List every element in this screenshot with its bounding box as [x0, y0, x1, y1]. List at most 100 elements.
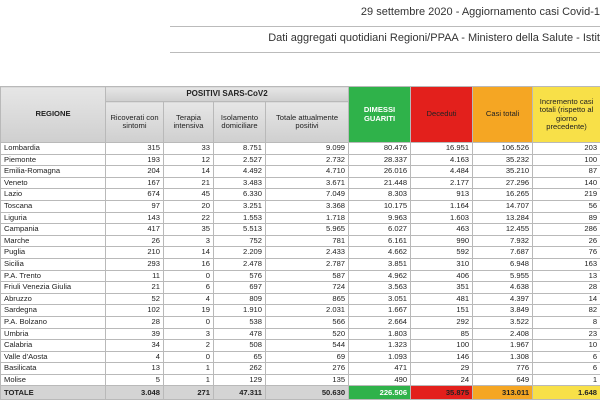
region-cell: Abruzzo: [0, 292, 106, 306]
region-cell: Umbria: [0, 327, 106, 341]
value-cell: 13: [532, 269, 600, 283]
value-cell: 271: [163, 385, 214, 401]
value-cell: 50.630: [264, 385, 350, 401]
value-cell: 20: [163, 199, 214, 213]
region-cell: Emilia-Romagna: [0, 165, 106, 178]
value-cell: 28: [532, 281, 600, 294]
value-cell: 2: [163, 339, 214, 352]
value-cell: 310: [410, 257, 474, 271]
value-cell: 4.163: [410, 153, 474, 167]
value-cell: 29: [410, 362, 474, 375]
table-row: P.A. Trento 11 0 576 587 4.962 406 5.955 13: [0, 269, 600, 283]
value-cell: 140: [532, 176, 600, 190]
covid-table: REGIONE POSITIVI SARS-CoV2 DIMESSI GUARI…: [0, 86, 600, 401]
value-cell: 69: [264, 350, 350, 364]
table-row: Sardegna 102 19 1.910 2.031 1.667 151 3.849 82: [0, 304, 600, 317]
value-cell: 5: [105, 373, 164, 387]
column-header: Ricoverati con sintomi: [105, 101, 164, 143]
value-cell: 587: [264, 269, 350, 283]
value-cell: 2.787: [264, 257, 350, 271]
value-cell: 315: [105, 142, 164, 155]
divider: [170, 26, 600, 27]
value-cell: 21: [105, 281, 164, 294]
value-cell: 471: [348, 362, 412, 375]
value-cell: 14: [532, 292, 600, 306]
value-cell: 39: [105, 327, 164, 341]
region-cell: Campania: [0, 223, 106, 236]
region-cell: Marche: [0, 234, 106, 248]
value-cell: 4.492: [213, 165, 266, 178]
page-subtitle: Dati aggregati quotidiani Regioni/PPAA -…: [268, 32, 600, 44]
table-row: Puglia 210 14 2.209 2.433 4.662 592 7.687 76: [0, 246, 600, 259]
value-cell: 2.031: [264, 304, 350, 317]
table-row: Lombardia 315 33 8.751 9.099 80.476 16.951 106.…: [0, 142, 600, 155]
value-cell: 3.849: [472, 304, 534, 317]
value-cell: 12: [163, 153, 214, 167]
value-cell: 1.603: [410, 211, 474, 225]
column-header: DIMESSI GUARITI: [348, 86, 412, 143]
value-cell: 649: [472, 373, 534, 387]
value-cell: 13.284: [472, 211, 534, 225]
value-cell: 3.671: [264, 176, 350, 190]
value-cell: 2.433: [264, 246, 350, 259]
value-cell: 102: [105, 304, 164, 317]
value-cell: 809: [213, 292, 266, 306]
value-cell: 351: [410, 281, 474, 294]
value-cell: 6.948: [472, 257, 534, 271]
value-cell: 34: [105, 339, 164, 352]
value-cell: 7.049: [264, 188, 350, 201]
value-cell: 204: [105, 165, 164, 178]
value-cell: 2.478: [213, 257, 266, 271]
table-row: Toscana 97 20 3.251 3.368 10.175 1.164 14.707 56: [0, 199, 600, 213]
value-cell: 3.048: [105, 385, 164, 401]
value-cell: 313.011: [472, 385, 534, 401]
value-cell: 1.667: [348, 304, 412, 317]
column-header: REGIONE: [0, 86, 106, 143]
value-cell: 26.016: [348, 165, 412, 178]
region-cell: P.A. Bolzano: [0, 315, 106, 329]
value-cell: 226.506: [348, 385, 412, 401]
value-cell: 5.513: [213, 223, 266, 236]
value-cell: 478: [213, 327, 266, 341]
value-cell: 913: [410, 188, 474, 201]
value-cell: 3.522: [472, 315, 534, 329]
value-cell: 76: [532, 246, 600, 259]
value-cell: 6: [163, 281, 214, 294]
value-cell: 56: [532, 199, 600, 213]
value-cell: 0: [163, 269, 214, 283]
column-header: Isolamento domiciliare: [213, 101, 266, 143]
value-cell: 45: [163, 188, 214, 201]
value-cell: 5.965: [264, 223, 350, 236]
value-cell: 262: [213, 362, 266, 375]
value-cell: 65: [213, 350, 266, 364]
value-cell: 752: [213, 234, 266, 248]
value-cell: 35.232: [472, 153, 534, 167]
value-cell: 292: [410, 315, 474, 329]
column-header: Deceduti: [410, 86, 474, 143]
value-cell: 697: [213, 281, 266, 294]
value-cell: 7.687: [472, 246, 534, 259]
value-cell: 80.476: [348, 142, 412, 155]
value-cell: 82: [532, 304, 600, 317]
table-row: Sicilia 293 16 2.478 2.787 3.851 310 6.948 163: [0, 257, 600, 271]
value-cell: 129: [213, 373, 266, 387]
value-cell: 10.175: [348, 199, 412, 213]
value-cell: 1.648: [532, 385, 600, 401]
value-cell: 9.963: [348, 211, 412, 225]
region-cell: Piemonte: [0, 153, 106, 167]
table-row: Basilicata 13 1 262 276 471 29 776 6: [0, 362, 600, 375]
value-cell: 1: [163, 373, 214, 387]
region-cell: Lombardia: [0, 142, 106, 155]
value-cell: 16.265: [472, 188, 534, 201]
value-cell: 6: [532, 350, 600, 364]
value-cell: 13: [105, 362, 164, 375]
value-cell: 4.662: [348, 246, 412, 259]
value-cell: 3.368: [264, 199, 350, 213]
value-cell: 674: [105, 188, 164, 201]
value-cell: 203: [532, 142, 600, 155]
value-cell: 100: [410, 339, 474, 352]
value-cell: 10: [532, 339, 600, 352]
value-cell: 85: [410, 327, 474, 341]
value-cell: 293: [105, 257, 164, 271]
value-cell: 52: [105, 292, 164, 306]
